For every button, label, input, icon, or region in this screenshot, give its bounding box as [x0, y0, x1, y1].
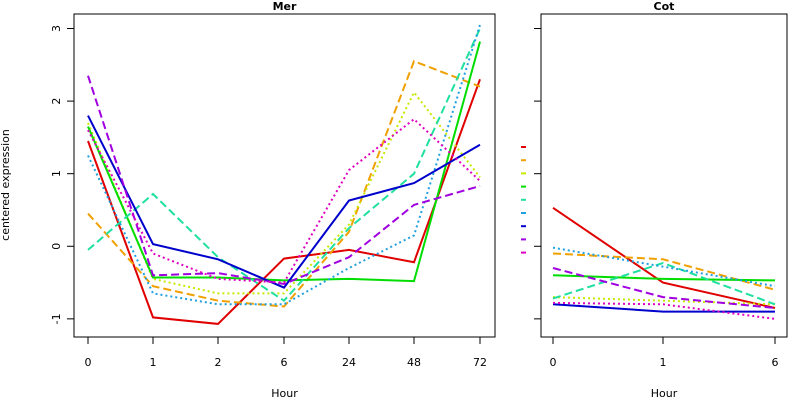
y-tick-label: 0 — [50, 243, 63, 250]
y-tick-label: 1 — [50, 170, 63, 177]
series-line-3 — [552, 296, 776, 306]
y-tick-label: 2 — [50, 98, 63, 105]
x-tick-label: 24 — [342, 356, 356, 369]
x-tick-label: 1 — [660, 356, 667, 369]
series-line-4 — [87, 41, 481, 283]
panel-mer: Mer 0 1 2 6 24 48 72 Hour -1 0 1 2 3 — [50, 0, 496, 400]
x-tick-label: 0 — [85, 356, 92, 369]
series-line-2 — [552, 252, 776, 291]
series-line-2 — [87, 59, 481, 308]
series-line-1 — [552, 206, 776, 309]
x-tick-label: 2 — [215, 356, 222, 369]
series-line-9 — [87, 117, 481, 284]
x-tick-label: 1 — [150, 356, 157, 369]
y-tick-label: -1 — [50, 313, 63, 324]
series-line-8 — [552, 267, 776, 309]
x-tick-label: 6 — [281, 356, 288, 369]
x-tick-label: 0 — [550, 356, 557, 369]
series-line-1 — [87, 78, 481, 325]
legend — [521, 146, 526, 254]
series-line-6 — [87, 24, 481, 306]
series-line-8 — [87, 75, 481, 286]
chart-title: Cot — [654, 0, 675, 13]
panel-cot: Cot 0 1 6 Hour — [534, 0, 788, 400]
x-tick-label: 72 — [473, 356, 487, 369]
series-line-7 — [552, 303, 775, 313]
y-axis-label: centered expression — [0, 129, 12, 241]
series-line-3 — [87, 90, 481, 295]
x-axis-label: Hour — [271, 387, 298, 400]
x-tick-label: 6 — [772, 356, 779, 369]
chart-title: Mer — [273, 0, 297, 13]
x-axis-label: Hour — [651, 387, 678, 400]
series-line-9 — [552, 301, 776, 320]
y-tick-label: 3 — [50, 25, 63, 32]
plot-frame — [540, 13, 788, 338]
panels: Mer 0 1 2 6 24 48 72 Hour -1 0 1 2 3 Cot 0 1 6 Hour — [50, 0, 788, 400]
series-line-7 — [87, 115, 481, 289]
series-line-5 — [87, 28, 481, 303]
series-line-6 — [552, 246, 776, 288]
series-line-5 — [552, 261, 776, 306]
series-line-4 — [552, 274, 776, 282]
x-tick-label: 48 — [407, 356, 421, 369]
